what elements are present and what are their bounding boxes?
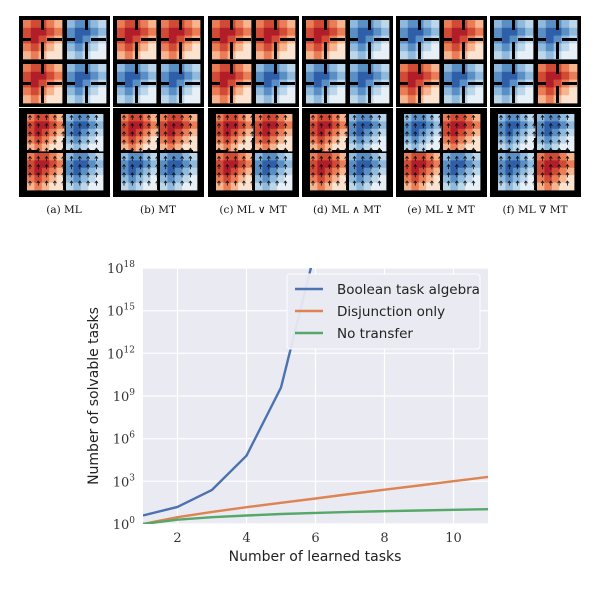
panel-a [19, 16, 110, 197]
panel-heatmaps [19, 16, 110, 197]
grid-lines [143, 267, 488, 525]
y-tick-label: 1012 [107, 345, 135, 362]
series-lines [143, 268, 488, 524]
x-axis-label: Number of learned tasks [229, 549, 402, 565]
panel-c [208, 16, 299, 197]
y-tick-label: 100 [113, 516, 136, 533]
panel-heatmaps [208, 16, 299, 197]
series-line-1 [143, 268, 313, 517]
legend-label: No transfer [337, 326, 413, 342]
x-tick-label: 10 [445, 531, 462, 546]
panel-caption: (c) ML ∨ MT [219, 204, 287, 216]
panel-f [490, 16, 581, 197]
y-tick-label: 103 [113, 473, 136, 490]
series-line-3 [143, 508, 488, 524]
x-tick-label: 8 [380, 531, 388, 546]
panel-caption: (d) ML ∧ MT [312, 204, 382, 216]
panel-caption: (a) ML [46, 204, 82, 216]
x-tick-label: 2 [173, 531, 181, 546]
panel-heatmaps [302, 16, 393, 197]
panel-caption: (b) MT [139, 204, 176, 216]
x-tick-labels: 2 4 6 8 10 [173, 531, 461, 546]
x-tick-label: 4 [242, 531, 250, 546]
panel-heatmaps [113, 16, 204, 197]
panel-heatmaps [396, 16, 487, 197]
panel-caption: (e) ML ⊻ MT [407, 204, 475, 216]
panel-caption: (f) ML ∇̄ MT [502, 204, 568, 216]
y-tick-label: 109 [113, 388, 136, 405]
y-tick-labels: 100 103 106 109 1012 1015 1018 [107, 260, 135, 533]
panel-d [302, 16, 393, 197]
panel-b [113, 16, 204, 197]
legend: Boolean task algebra Disjunction only No t… [286, 273, 481, 350]
y-tick-label: 1018 [107, 260, 135, 277]
legend-label: Boolean task algebra [337, 282, 480, 298]
y-axis-label: Number of solvable tasks [86, 307, 102, 485]
y-tick-label: 1015 [107, 303, 135, 320]
panel-heatmaps [490, 16, 581, 197]
x-tick-label: 6 [311, 531, 319, 546]
solvable-tasks-chart: 100 103 106 109 1012 1015 1018 2 4 6 8 10 Number o… [86, 260, 488, 565]
panel-e [396, 16, 487, 197]
legend-label: Disjunction only [337, 304, 445, 320]
series-line-2 [143, 475, 488, 524]
y-tick-label: 106 [113, 431, 136, 448]
